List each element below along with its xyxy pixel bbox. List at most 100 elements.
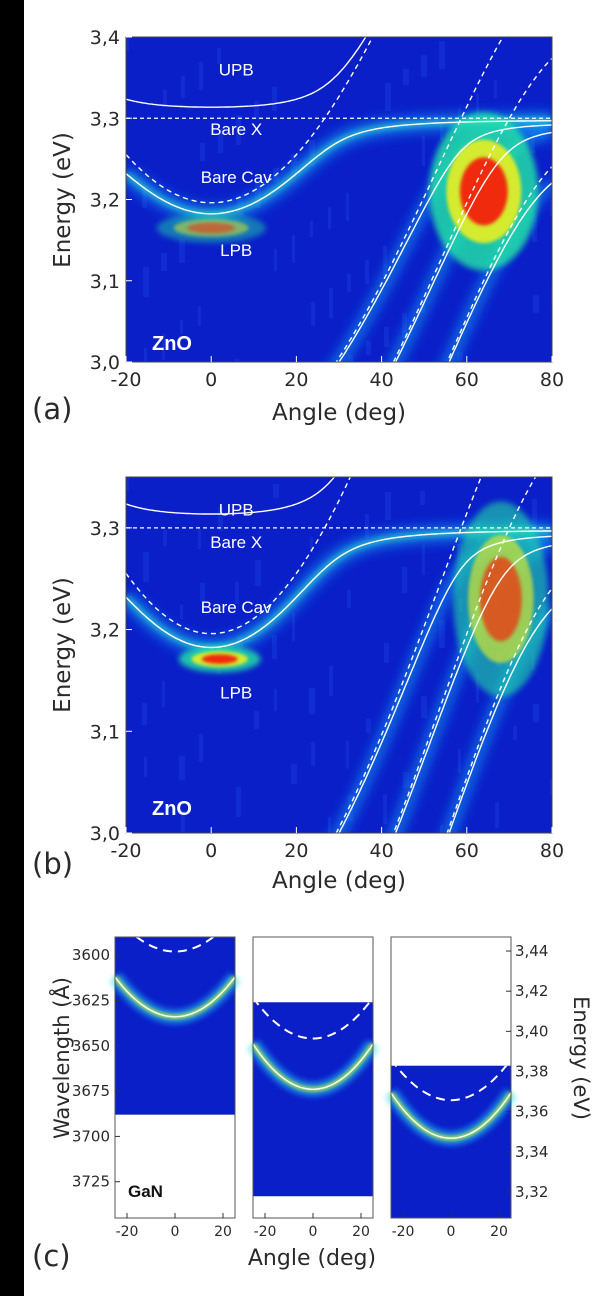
noise-speckle: [143, 267, 149, 297]
noise-speckle: [329, 288, 333, 318]
noise-speckle: [495, 802, 499, 828]
noise-speckle: [292, 613, 295, 641]
noise-speckle: [440, 825, 443, 843]
noise-speckle: [439, 41, 445, 69]
y-tick-label: 3,2: [90, 620, 120, 642]
noise-speckle: [255, 560, 261, 586]
noise-speckle: [346, 193, 349, 221]
annotation-label: LPB: [220, 684, 252, 703]
annotation-label: LPB: [220, 241, 252, 260]
noise-speckle: [422, 545, 425, 575]
y2-tick-label: 3,42: [515, 982, 548, 1000]
noise-speckle: [311, 742, 315, 766]
x-tick-label: 0: [309, 1224, 318, 1240]
noise-speckle: [347, 274, 351, 292]
hotspot-core: [202, 654, 238, 664]
noise-speckle: [403, 69, 409, 85]
panel-a-sample-label: ZnO: [152, 333, 192, 355]
y-tick-label: 3,0: [90, 352, 120, 374]
noise-speckle: [366, 341, 371, 355]
noise-speckle: [236, 787, 241, 817]
noise-speckle: [200, 143, 205, 161]
noise-speckle: [291, 764, 297, 784]
noise-speckle: [494, 80, 497, 98]
hotspot-core: [187, 223, 235, 234]
x-tick-label: 60: [455, 840, 479, 862]
gan-subpanel: [391, 1059, 511, 1218]
panel-a: UPB Bare X Bare Cav LPB -20 0 20 40 60 80 3,0 3,1 3…: [32, 0, 564, 426]
noise-speckle: [198, 306, 201, 326]
y2-tick-label: 3,34: [515, 1143, 548, 1161]
panel-b-label: (b): [32, 847, 73, 881]
noise-speckle: [383, 794, 387, 824]
noise-speckle: [421, 696, 427, 718]
y-tick-label: 3675: [72, 1082, 110, 1100]
subpanel-data-region: [253, 1002, 373, 1196]
noise-speckle: [163, 530, 167, 546]
noise-speckle: [274, 249, 277, 271]
annotation-label: Bare X: [210, 120, 262, 139]
noise-speckle: [384, 643, 389, 663]
x-tick-label: 60: [455, 369, 479, 391]
panel-b-sample-label: ZnO: [152, 798, 192, 820]
y2-tick-label: 3,38: [515, 1062, 548, 1080]
annotation-label: Bare Cav: [201, 598, 272, 617]
y2-tick-label: 3,44: [515, 942, 548, 960]
noise-speckle: [366, 719, 371, 733]
noise-speckle: [274, 689, 277, 711]
x-tick-label: 20: [214, 1224, 232, 1240]
y-tick-label: 3,3: [90, 108, 120, 130]
noise-speckle: [163, 90, 167, 106]
panel-a-x-axis-label: Angle (deg): [272, 400, 406, 426]
panel-c-y-axis-label: Wavelength (Å): [48, 977, 74, 1139]
annotation-label: Bare X: [210, 533, 262, 552]
noise-speckle: [402, 567, 407, 593]
x-tick-label: 0: [447, 1224, 456, 1240]
x-tick-label: -20: [392, 1224, 415, 1240]
noise-speckle: [533, 295, 539, 313]
noise-speckle: [348, 355, 353, 381]
noise-speckle: [328, 817, 331, 839]
noise-speckle: [254, 101, 259, 119]
gan-subpanel: [253, 998, 373, 1197]
noise-speckle: [143, 552, 149, 582]
panel-c-y2-axis-label: Energy (eV): [569, 996, 593, 1120]
x-tick-label: 20: [284, 369, 308, 391]
noise-speckle: [198, 529, 201, 549]
y-tick-label: 3650: [72, 1037, 110, 1055]
noise-speckle: [532, 499, 537, 527]
annotation-label: UPB: [219, 501, 254, 520]
y2-tick-label: 3,36: [515, 1103, 548, 1121]
noise-speckle: [385, 492, 391, 520]
noise-speckle: [273, 484, 279, 498]
x-tick-label: 0: [171, 1224, 180, 1240]
y-tick-label: 3,0: [90, 823, 120, 845]
subpanel-data-region: [115, 937, 235, 1115]
noise-speckle: [346, 741, 349, 769]
x-tick-label: 40: [370, 369, 394, 391]
panel-b: UPBBare XBare CavLPB -20 0 20 40 60 803,03,13…: [32, 397, 564, 914]
y-tick-label: 3700: [72, 1127, 110, 1145]
y-tick-label: 3,4: [90, 27, 120, 49]
y2-tick-label: 3,32: [515, 1183, 548, 1201]
panel-b-plot-area: UPB Bare X Bare Cav LPB: [126, 397, 557, 914]
panel-c-x-axis-label: Angle (deg): [248, 1246, 376, 1271]
noise-speckle: [513, 726, 517, 740]
noise-speckle: [199, 734, 203, 762]
y-tick-label: 3600: [72, 946, 110, 964]
noise-speckle: [272, 635, 277, 659]
x-tick-label: 40: [370, 840, 394, 862]
y-tick-label: 3,2: [90, 190, 120, 212]
y-tick-label: 3625: [72, 991, 110, 1009]
noise-speckle: [254, 711, 259, 729]
noise-speckle: [179, 756, 185, 780]
x-tick-label: 20: [284, 840, 308, 862]
panel-c-sample-label: GaN: [128, 1182, 163, 1201]
noise-speckle: [384, 327, 389, 347]
y2-tick-label: 3,40: [515, 1022, 548, 1040]
noise-speckle: [347, 590, 351, 608]
y-tick-label: 3,3: [90, 518, 120, 540]
annotation-label: UPB: [219, 61, 254, 80]
x-tick-label: 80: [540, 840, 564, 862]
noise-speckle: [421, 55, 427, 77]
